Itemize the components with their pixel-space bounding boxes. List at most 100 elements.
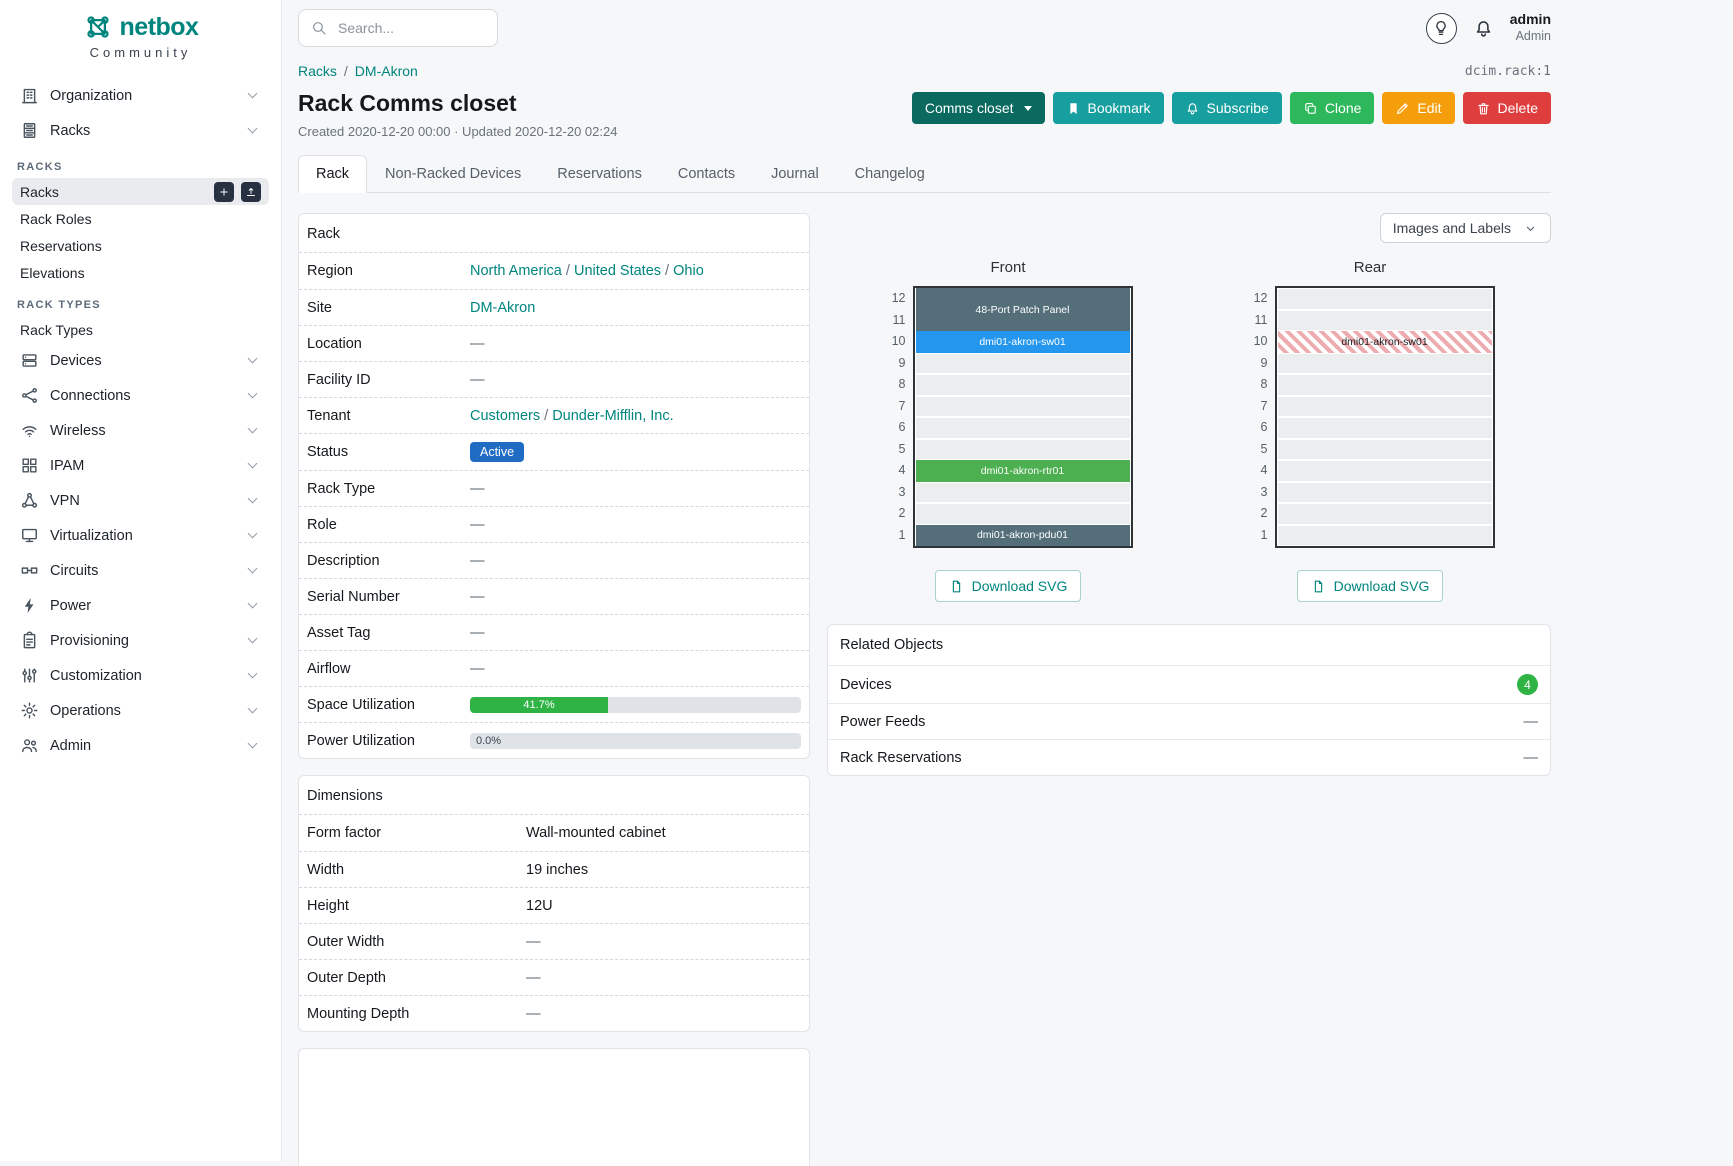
link-north-america[interactable]: North America: [470, 263, 562, 279]
link-united-states[interactable]: United States: [574, 263, 661, 279]
sidebar-item-customization[interactable]: Customization: [12, 658, 269, 693]
file-icon: [1311, 579, 1326, 594]
empty-slot[interactable]: [915, 396, 1131, 418]
chevron-down-icon: [248, 529, 258, 539]
sidebar-item-racks[interactable]: Racks: [12, 178, 269, 205]
attr-row-height: Height 12U: [299, 887, 809, 923]
empty-slot[interactable]: [1277, 503, 1493, 525]
theme-toggle-button[interactable]: [1426, 13, 1457, 44]
rack-dropdown-button[interactable]: Comms closet: [912, 92, 1045, 124]
copy-icon: [1303, 101, 1318, 116]
topbar: admin Admin: [298, 0, 1551, 56]
download-svg-button-rear[interactable]: Download SVG: [1297, 570, 1444, 602]
related-row-rack-reservations[interactable]: Rack Reservations—: [828, 739, 1550, 775]
edit-button[interactable]: Edit: [1382, 92, 1454, 124]
breadcrumb-link-dm-akron[interactable]: DM-Akron: [355, 63, 418, 79]
link-customers[interactable]: Customers: [470, 408, 540, 424]
global-search[interactable]: [298, 9, 498, 47]
sidebar-item-admin[interactable]: Admin: [12, 728, 269, 763]
attr-row-mounting-depth: Mounting Depth —: [299, 995, 809, 1031]
sidebar-item-elevations[interactable]: Elevations: [12, 259, 269, 286]
attr-row-region: Region North America / United States / O…: [299, 253, 809, 289]
related-row-power-feeds[interactable]: Power Feeds—: [828, 703, 1550, 739]
plus-icon: [218, 186, 230, 198]
import-racks-button[interactable]: [241, 182, 261, 202]
sidebar-item-ipam[interactable]: IPAM: [12, 448, 269, 483]
search-icon: [311, 20, 327, 36]
rack-device-dmi01-akron-rtr01[interactable]: dmi01-akron-rtr01: [916, 460, 1130, 482]
empty-slot[interactable]: [915, 417, 1131, 439]
link-ohio[interactable]: Ohio: [673, 263, 704, 279]
pencil-icon: [1395, 101, 1410, 116]
subscribe-button[interactable]: Subscribe: [1172, 92, 1282, 124]
tab-non-racked-devices[interactable]: Non-Racked Devices: [367, 155, 539, 193]
chevron-down-icon: [248, 669, 258, 679]
rack-device-dmi01-akron-sw01[interactable]: dmi01-akron-sw01: [916, 331, 1130, 353]
tab-contacts[interactable]: Contacts: [660, 155, 753, 193]
notifications-button[interactable]: [1473, 18, 1494, 39]
tab-journal[interactable]: Journal: [753, 155, 837, 193]
empty-slot[interactable]: [1277, 439, 1493, 461]
empty-slot[interactable]: [1277, 310, 1493, 332]
chevron-down-icon: [1523, 221, 1538, 236]
sidebar-item-wireless[interactable]: Wireless: [12, 413, 269, 448]
sidebar-item-reservations[interactable]: Reservations: [12, 232, 269, 259]
empty-slot[interactable]: [915, 503, 1131, 525]
wifi-icon: [20, 421, 39, 440]
sidebar-item-rack-types[interactable]: Rack Types: [12, 316, 269, 343]
sidebar-item-operations[interactable]: Operations: [12, 693, 269, 728]
empty-slot[interactable]: [1277, 525, 1493, 547]
empty-slot[interactable]: [1277, 482, 1493, 504]
link-dm-akron[interactable]: DM-Akron: [470, 300, 535, 316]
sidebar-item-rack-roles[interactable]: Rack Roles: [12, 205, 269, 232]
empty-slot[interactable]: [915, 482, 1131, 504]
empty-slot[interactable]: [1277, 353, 1493, 375]
rack-device-dmi01-akron-sw01[interactable]: dmi01-akron-sw01: [1278, 331, 1492, 353]
sidebar-item-racks-group[interactable]: Racks: [12, 113, 269, 148]
dimensions-card: Dimensions Form factor Wall-mounted cabi…: [298, 775, 810, 1032]
elevation-display-select[interactable]: Images and Labels: [1380, 213, 1551, 243]
empty-slot[interactable]: [1277, 396, 1493, 418]
tab-reservations[interactable]: Reservations: [539, 155, 660, 193]
sidebar-item-connections[interactable]: Connections: [12, 378, 269, 413]
rack-device-dmi01-akron-pdu01[interactable]: dmi01-akron-pdu01: [916, 525, 1130, 547]
add-rack-button[interactable]: [214, 182, 234, 202]
empty-slot[interactable]: [915, 374, 1131, 396]
breadcrumb: Racks/DM-Akron: [298, 63, 418, 79]
empty-slot[interactable]: [1277, 288, 1493, 310]
sidebar-item-devices[interactable]: Devices: [12, 343, 269, 378]
page-header: Rack Comms closet Created 2020-12-20 00:…: [298, 90, 1551, 139]
link-dunder-mifflin-inc[interactable]: Dunder-Mifflin, Inc.: [552, 408, 673, 424]
created-updated-meta: Created 2020-12-20 00:00 · Updated 2020-…: [298, 124, 617, 139]
user-menu[interactable]: admin Admin: [1510, 11, 1551, 44]
empty-slot[interactable]: [1277, 417, 1493, 439]
sidebar-item-virtualization[interactable]: Virtualization: [12, 518, 269, 553]
empty-slot[interactable]: [1277, 374, 1493, 396]
empty-slot[interactable]: [915, 439, 1131, 461]
bookmark-button[interactable]: Bookmark: [1053, 92, 1164, 124]
count-badge: 4: [1517, 674, 1538, 695]
power-utilization-bar: 0.0%: [470, 733, 801, 749]
tab-changelog[interactable]: Changelog: [837, 155, 943, 193]
netbox-logo[interactable]: netbox Community: [0, 0, 281, 76]
sidebar-item-circuits[interactable]: Circuits: [12, 553, 269, 588]
tab-rack[interactable]: Rack: [298, 155, 367, 193]
attr-row-tenant: Tenant Customers / Dunder-Mifflin, Inc.: [299, 397, 809, 433]
sidebar-item-provisioning[interactable]: Provisioning: [12, 623, 269, 658]
clone-button[interactable]: Clone: [1290, 92, 1375, 124]
main-content: admin Admin Racks/DM-Akron dcim.rack:1 R…: [282, 0, 1567, 1166]
download-svg-button-front[interactable]: Download SVG: [935, 570, 1082, 602]
search-input[interactable]: [336, 19, 485, 37]
sidebar-item-vpn[interactable]: VPN: [12, 483, 269, 518]
delete-button[interactable]: Delete: [1463, 92, 1551, 124]
empty-slot[interactable]: [1277, 460, 1493, 482]
sidebar-item-organization[interactable]: Organization: [12, 78, 269, 113]
breadcrumb-link-racks[interactable]: Racks: [298, 63, 337, 79]
rack-device-48-port-patch-panel[interactable]: 48-Port Patch Panel: [916, 288, 1130, 331]
empty-slot[interactable]: [915, 353, 1131, 375]
breadcrumb-row: Racks/DM-Akron dcim.rack:1: [298, 60, 1551, 82]
sidebar-item-power[interactable]: Power: [12, 588, 269, 623]
